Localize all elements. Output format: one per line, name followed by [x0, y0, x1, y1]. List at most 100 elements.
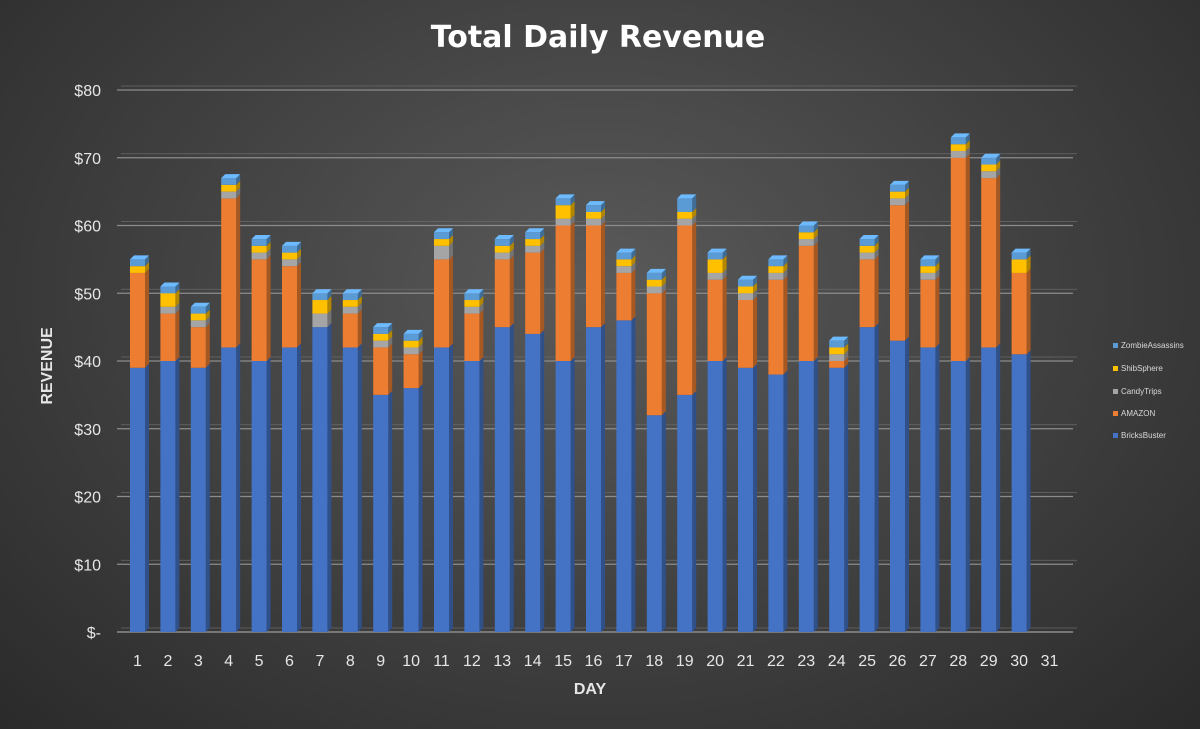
- bar-segment-bricksbuster: [342, 347, 358, 632]
- bar-stack-day-23: [798, 221, 818, 632]
- bar-segment-amazon: [160, 313, 176, 361]
- bar-segment-amazon: [221, 198, 237, 348]
- bar-segment-zombieassassins: [798, 225, 814, 233]
- bar-segment-side: [631, 248, 636, 260]
- bar-segment-bricksbuster: [981, 347, 997, 632]
- bar-segment-amazon: [677, 225, 693, 395]
- bar-top-face: [251, 235, 271, 240]
- x-tick-label: 24: [828, 653, 846, 670]
- bar-segment-amazon: [707, 279, 723, 361]
- bar-segment-side: [266, 235, 271, 246]
- bar-segment-side: [813, 221, 818, 233]
- x-tick-label: 30: [1010, 653, 1028, 670]
- bar-segment-side: [631, 255, 636, 267]
- bar-stack-day-29: [981, 153, 1001, 632]
- bar-segment-shibsphere: [1011, 259, 1027, 273]
- bar-segment-bricksbuster: [221, 347, 237, 632]
- bar-segment-shibsphere: [738, 286, 753, 294]
- bar-segment-side: [722, 357, 727, 632]
- bar-segment-side: [266, 357, 271, 632]
- bar-segment-side: [783, 262, 788, 273]
- legend-swatch: [1113, 343, 1118, 348]
- bar-segment-bricksbuster: [525, 333, 541, 632]
- bar-top-face: [1011, 248, 1031, 253]
- x-tick-label: 27: [919, 653, 937, 670]
- bar-segment-side: [449, 241, 453, 260]
- bar-segment-candytrips: [920, 272, 936, 280]
- bar-stack-day-30: [1011, 248, 1031, 632]
- legend-swatch: [1113, 411, 1118, 416]
- bar-segment-zombieassassins: [920, 259, 936, 267]
- bar-segment-candytrips: [586, 218, 601, 226]
- bar-segment-amazon: [859, 259, 875, 328]
- bar-segment-zombieassassins: [251, 239, 267, 246]
- bar-segment-side: [236, 343, 241, 632]
- bar-segment-side: [570, 201, 575, 219]
- bar-segment-candytrips: [646, 286, 662, 294]
- x-tick-label: 23: [797, 653, 815, 670]
- bar-stack-day-7: [312, 289, 332, 632]
- x-tick-label: 18: [645, 653, 663, 670]
- bar-segment-shibsphere: [798, 232, 814, 240]
- legend-item-bricksbuster: BricksBuster: [1113, 431, 1166, 440]
- bar-top-face: [707, 248, 727, 253]
- bar-segment-shibsphere: [555, 205, 571, 219]
- bar-segment-side: [236, 187, 241, 199]
- bar-segment-side: [418, 329, 423, 341]
- bar-segment-side: [449, 235, 453, 246]
- bar-segment-side: [509, 241, 514, 253]
- bar-segment-side: [813, 241, 818, 361]
- bar-segment-side: [449, 255, 453, 348]
- bar-segment-side: [874, 241, 879, 253]
- bar-segment-amazon: [586, 225, 601, 328]
- bar-segment-candytrips: [373, 340, 389, 348]
- bar-segment-candytrips: [434, 245, 449, 260]
- bar-segment-side: [570, 221, 575, 361]
- bar-segment-candytrips: [312, 313, 328, 328]
- bar-segment-side: [388, 336, 393, 348]
- y-axis-label: REVENUE: [39, 327, 56, 405]
- bar-segment-candytrips: [221, 191, 237, 199]
- bar-segment-side: [327, 296, 332, 314]
- bar-segment-candytrips: [738, 293, 753, 301]
- bar-segment-side: [844, 343, 849, 355]
- y-tick-label: $-: [87, 625, 101, 642]
- bar-segment-side: [418, 336, 423, 348]
- x-axis-label: DAY: [574, 681, 607, 698]
- bar-top-face: [950, 133, 970, 138]
- bar-stack-day-28: [950, 133, 970, 632]
- bar-segment-zombieassassins: [312, 293, 328, 301]
- x-tick-label: 1: [133, 653, 142, 670]
- bar-segment-amazon: [282, 266, 297, 348]
- bar-segment-side: [905, 180, 909, 192]
- bar-segment-side: [266, 255, 271, 361]
- bar-top-face: [829, 336, 849, 341]
- bar-segment-zombieassassins: [707, 252, 723, 260]
- bar-segment-amazon: [798, 245, 814, 361]
- bar-segment-zombieassassins: [342, 293, 358, 301]
- bar-stack-day-15: [555, 194, 575, 632]
- bar-segment-bricksbuster: [677, 394, 693, 632]
- bar-segment-side: [449, 228, 453, 240]
- bar-segment-candytrips: [190, 320, 206, 328]
- y-tick-label: $70: [74, 151, 101, 168]
- bar-segment-side: [631, 316, 636, 632]
- bar-stack-day-5: [251, 235, 271, 632]
- bar-segment-side: [813, 235, 818, 246]
- bar-segment-side: [753, 275, 757, 287]
- bar-segment-zombieassassins: [130, 259, 145, 267]
- bar-segment-side: [570, 214, 575, 226]
- bar-segment-side: [783, 370, 788, 632]
- y-axis-ticks: $- $10 $20 $30 $40 $50 $60 $70 $80: [74, 83, 101, 642]
- bar-segment-side: [540, 235, 545, 246]
- bar-segment-amazon: [646, 293, 662, 416]
- bar-segment-side: [145, 255, 149, 267]
- bar-segment-side: [205, 309, 210, 321]
- bar-stack-day-2: [160, 282, 180, 632]
- bar-segment-side: [1026, 248, 1031, 260]
- bar-segment-side: [540, 241, 545, 253]
- bar-segment-side: [236, 180, 241, 192]
- bar-top-face: [525, 228, 545, 233]
- bar-segment-side: [753, 296, 757, 368]
